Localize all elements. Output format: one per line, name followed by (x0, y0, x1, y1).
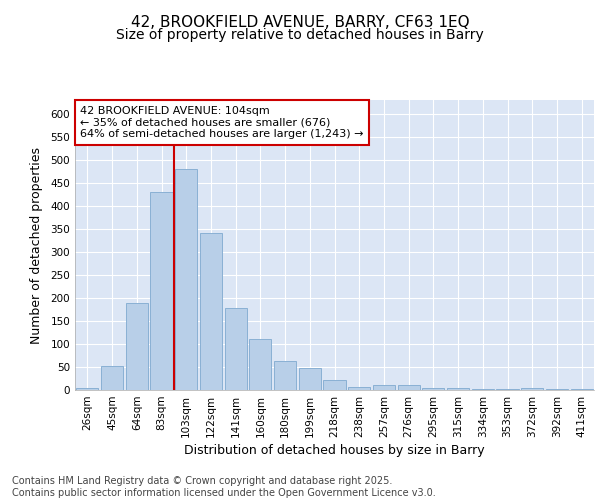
Y-axis label: Number of detached properties: Number of detached properties (31, 146, 43, 344)
Bar (224, 308, 247, 390)
Bar (398, 386, 420, 390)
Bar (422, 388, 445, 390)
Bar (76, 388, 98, 390)
X-axis label: Distribution of detached houses by size in Barry: Distribution of detached houses by size … (184, 444, 485, 457)
Bar (348, 387, 370, 390)
Bar (496, 389, 518, 390)
Bar (175, 169, 197, 390)
Bar (151, 192, 173, 390)
Text: 42, BROOKFIELD AVENUE, BARRY, CF63 1EQ: 42, BROOKFIELD AVENUE, BARRY, CF63 1EQ (131, 15, 469, 30)
Bar (472, 388, 494, 390)
Bar (373, 386, 395, 390)
Text: 42 BROOKFIELD AVENUE: 104sqm
← 35% of detached houses are smaller (676)
64% of s: 42 BROOKFIELD AVENUE: 104sqm ← 35% of de… (80, 106, 364, 139)
Bar (546, 389, 568, 390)
Text: Contains HM Land Registry data © Crown copyright and database right 2025.
Contai: Contains HM Land Registry data © Crown c… (12, 476, 436, 498)
Bar (571, 389, 593, 390)
Bar (299, 368, 321, 390)
Text: Size of property relative to detached houses in Barry: Size of property relative to detached ho… (116, 28, 484, 42)
Bar (101, 366, 123, 390)
Bar (521, 388, 544, 390)
Bar (200, 234, 222, 390)
Bar (447, 388, 469, 390)
Bar (274, 362, 296, 390)
Bar (249, 340, 271, 390)
Bar (125, 302, 148, 390)
Bar (323, 380, 346, 390)
